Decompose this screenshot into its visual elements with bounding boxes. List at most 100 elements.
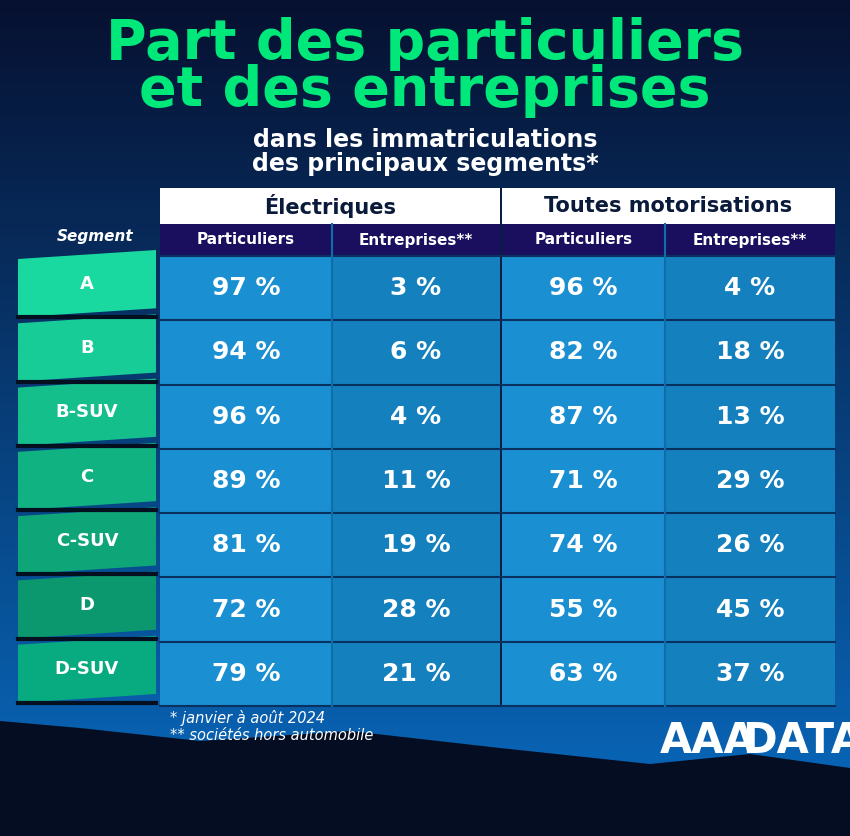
Text: Toutes motorisations: Toutes motorisations [545, 196, 792, 216]
Text: 55 %: 55 % [549, 598, 618, 622]
Bar [0, 361, 850, 370]
Bar [0, 242, 850, 251]
Bar [0, 660, 850, 669]
Text: 18 %: 18 % [716, 340, 785, 364]
Bar [0, 493, 850, 502]
Bar [0, 263, 850, 272]
Bar [0, 480, 850, 487]
Text: 94 %: 94 % [212, 340, 280, 364]
Polygon shape [18, 379, 156, 446]
Bar [0, 800, 850, 808]
Text: 74 %: 74 % [549, 533, 618, 558]
Bar [0, 41, 850, 48]
Text: 19 %: 19 % [382, 533, 451, 558]
Bar [0, 543, 850, 550]
Bar [0, 305, 850, 314]
Bar [0, 396, 850, 404]
Bar [0, 33, 850, 42]
Bar [0, 675, 850, 683]
Text: 71 %: 71 % [549, 469, 618, 493]
Bar [0, 145, 850, 153]
Bar [0, 689, 850, 696]
Bar [0, 222, 850, 230]
Bar [0, 201, 850, 209]
Bar [0, 208, 850, 216]
Text: ** sociétés hors automobile: ** sociétés hors automobile [170, 728, 373, 743]
Text: D-SUV: D-SUV [55, 660, 119, 678]
Bar [0, 382, 850, 390]
Polygon shape [0, 721, 850, 836]
Bar [0, 257, 850, 265]
Bar [0, 125, 850, 132]
Bar [0, 563, 850, 571]
Bar [0, 591, 850, 599]
Bar [0, 654, 850, 662]
Bar [0, 514, 850, 522]
Bar [0, 737, 850, 746]
Bar [0, 779, 850, 788]
Bar [0, 54, 850, 63]
Text: B: B [80, 339, 94, 357]
Text: * janvier à août 2024: * janvier à août 2024 [170, 710, 325, 726]
Bar [0, 229, 850, 237]
Text: B-SUV: B-SUV [56, 403, 118, 421]
Text: 82 %: 82 % [549, 340, 618, 364]
Bar [0, 451, 850, 460]
Text: 3 %: 3 % [390, 276, 441, 300]
Bar [500, 188, 502, 706]
Bar [0, 466, 850, 474]
Bar [0, 96, 850, 104]
Bar [0, 772, 850, 780]
Bar [0, 69, 850, 77]
Bar [0, 152, 850, 161]
Bar [0, 313, 850, 320]
Bar [0, 215, 850, 223]
Bar [0, 821, 850, 829]
Bar [0, 668, 850, 675]
Text: 6 %: 6 % [390, 340, 441, 364]
Bar [160, 188, 835, 706]
Bar [0, 326, 850, 334]
Bar [0, 459, 850, 466]
Text: C-SUV: C-SUV [56, 532, 118, 550]
Text: 21 %: 21 % [382, 662, 451, 686]
Bar [0, 647, 850, 655]
Bar [0, 487, 850, 495]
Text: 72 %: 72 % [212, 598, 280, 622]
Bar [0, 758, 850, 767]
Bar [0, 236, 850, 244]
Text: 97 %: 97 % [212, 276, 280, 300]
Text: 87 %: 87 % [549, 405, 618, 429]
Bar [0, 445, 850, 453]
Bar [0, 340, 850, 349]
Bar [0, 89, 850, 98]
Bar [0, 828, 850, 836]
Text: Segment: Segment [57, 229, 133, 244]
Bar [0, 131, 850, 140]
Bar [0, 681, 850, 690]
Text: C: C [81, 467, 94, 486]
Bar [0, 27, 850, 35]
Bar [0, 110, 850, 119]
Bar [0, 710, 850, 717]
Bar [0, 104, 850, 111]
Text: 79 %: 79 % [212, 662, 280, 686]
Text: 96 %: 96 % [212, 405, 280, 429]
Text: 63 %: 63 % [549, 662, 618, 686]
Bar [0, 507, 850, 516]
Bar [0, 417, 850, 425]
Text: DATA: DATA [742, 720, 850, 762]
Bar [0, 472, 850, 481]
Bar [0, 62, 850, 69]
Polygon shape [18, 443, 156, 510]
Text: Entreprises**: Entreprises** [359, 232, 473, 247]
Bar [0, 577, 850, 585]
Bar [665, 256, 835, 706]
Bar [0, 117, 850, 125]
Text: 96 %: 96 % [549, 276, 618, 300]
Bar [0, 6, 850, 14]
Bar [0, 570, 850, 579]
Bar [0, 0, 850, 7]
Bar [0, 187, 850, 195]
Bar [0, 159, 850, 167]
